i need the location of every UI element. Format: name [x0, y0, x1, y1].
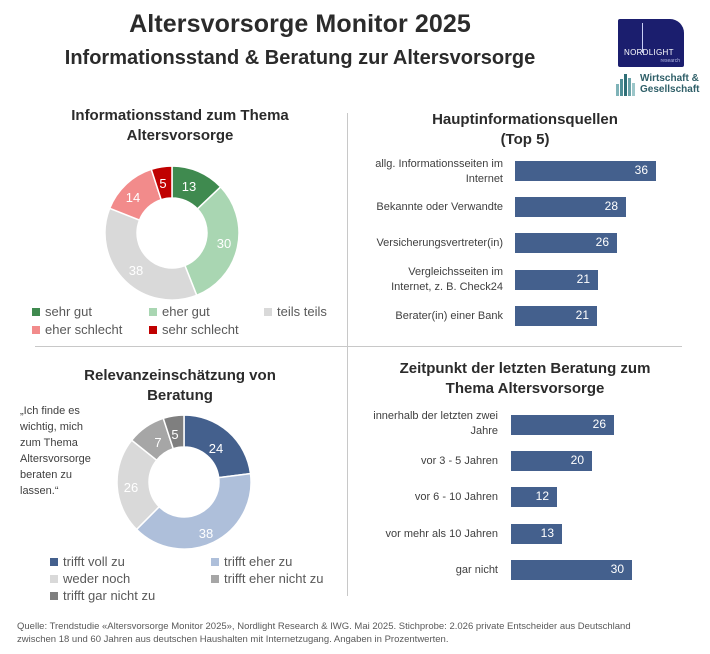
legend-swatch-icon: [32, 325, 40, 334]
legend-item-eher-schlecht: eher schlecht: [32, 322, 122, 337]
legend-swatch-icon: [149, 307, 157, 316]
legend-item-sehr-gut: sehr gut: [32, 304, 92, 319]
legend-swatch-icon: [211, 557, 219, 566]
bar: 13: [511, 524, 562, 544]
legend-swatch-icon: [50, 591, 58, 600]
bar-label: Bekannte oder Verwandte: [376, 201, 503, 213]
bar-label: innerhalb der letzten zwei Jahre: [373, 410, 498, 437]
bar: 30: [511, 560, 632, 580]
sources-chart-title: Hauptinformationsquellen (Top 5): [432, 111, 618, 148]
bar-label: Berater(in) einer Bank: [395, 310, 503, 322]
legend-item-teils-teils: teils teils: [264, 304, 327, 319]
legend-swatch-icon: [149, 325, 157, 334]
bar-label: vor mehr als 10 Jahren: [385, 528, 499, 540]
legend-swatch-icon: [50, 557, 58, 566]
value-label: 5: [171, 427, 178, 442]
legend-item-weder-noch: weder noch: [50, 571, 130, 586]
value-label: 13: [182, 179, 196, 194]
source-footnote: Quelle: Trendstudie «Altersvorsorge Moni…: [17, 621, 631, 645]
value-label: 30: [217, 236, 231, 251]
nordlight-logo-text: NORDLIGHT: [624, 48, 674, 57]
value-label: 26: [124, 480, 138, 495]
bar: 26: [511, 415, 614, 435]
wg-bars-icon: [616, 74, 636, 96]
legend-item-trifft-voll-zu: trifft voll zu: [50, 554, 125, 569]
vertical-divider: [347, 113, 348, 596]
light-beam-icon: [642, 23, 643, 53]
legend-item-eher-gut: eher gut: [149, 304, 210, 319]
bar-label: vor 6 - 10 Jahren: [414, 491, 498, 503]
relevance-donut-chart: 24 38 26 7 5: [116, 414, 252, 550]
legend-item-trifft-gar-nicht-zu: trifft gar nicht zu: [50, 588, 155, 603]
legend-swatch-icon: [264, 307, 272, 316]
horizontal-divider: [35, 346, 682, 347]
donut-segment-trifft-gar-nicht-zu: [162, 414, 185, 450]
bar: 21: [515, 270, 598, 290]
legend-item-sehr-schlecht: sehr schlecht: [149, 322, 239, 337]
wirtschaft-gesellschaft-logo: Wirtschaft & Gesellschaft: [614, 70, 710, 98]
value-label: 24: [209, 441, 223, 456]
bar: 26: [515, 233, 617, 253]
page-subtitle: Informationsstand & Beratung zur Altersv…: [64, 47, 536, 69]
legend-item-trifft-eher-zu: trifft eher zu: [211, 554, 292, 569]
legend-swatch-icon: [50, 574, 58, 583]
info-chart-title: Informationsstand zum Thema Altersvorsor…: [71, 107, 289, 144]
bar: 12: [511, 487, 557, 507]
bar: 36: [515, 161, 656, 181]
bar-label: allg. Informationsseiten im Internet: [375, 158, 503, 185]
value-label: 38: [199, 526, 213, 541]
bar: 20: [511, 451, 592, 471]
legend-swatch-icon: [211, 574, 219, 583]
relevance-chart-title: Relevanzeinschätzung von Beratung: [84, 367, 276, 404]
bar-label: Vergleichsseiten im Internet, z. B. Check…: [391, 266, 503, 293]
nordlight-logo: NORDLIGHT research: [618, 19, 684, 67]
donut-segment-teils-teils: [104, 207, 198, 301]
value-label: 14: [126, 190, 140, 205]
bar: 21: [515, 306, 597, 326]
timing-chart-title: Zeitpunkt der letzten Beratung zum Thema…: [399, 360, 651, 397]
nordlight-logo-subtext: research: [660, 58, 680, 64]
value-label: 5: [159, 176, 166, 191]
value-label: 38: [129, 263, 143, 278]
donut-segment-eher-gut: [183, 185, 240, 297]
legend-swatch-icon: [32, 307, 40, 316]
donut-segment-trifft-eher-zu: [135, 472, 252, 550]
donut-segment-sehr-schlecht: [150, 165, 173, 201]
legend-item-trifft-eher-nicht-zu: trifft eher nicht zu: [211, 571, 323, 586]
bar-label: Versicherungsvertreter(in): [376, 237, 503, 249]
info-donut-chart: 13 30 38 14 5: [104, 165, 240, 301]
bar: 28: [515, 197, 626, 217]
bar-label: gar nicht: [455, 564, 498, 576]
wg-logo-text: Wirtschaft & Gesellschaft: [640, 73, 700, 95]
relevance-quote: „Ich finde es wichtig, mich zum Thema Al…: [20, 405, 91, 497]
page-title: Altersvorsorge Monitor 2025: [129, 10, 471, 38]
bar-label: vor 3 - 5 Jahren: [420, 455, 498, 467]
value-label: 7: [154, 435, 161, 450]
